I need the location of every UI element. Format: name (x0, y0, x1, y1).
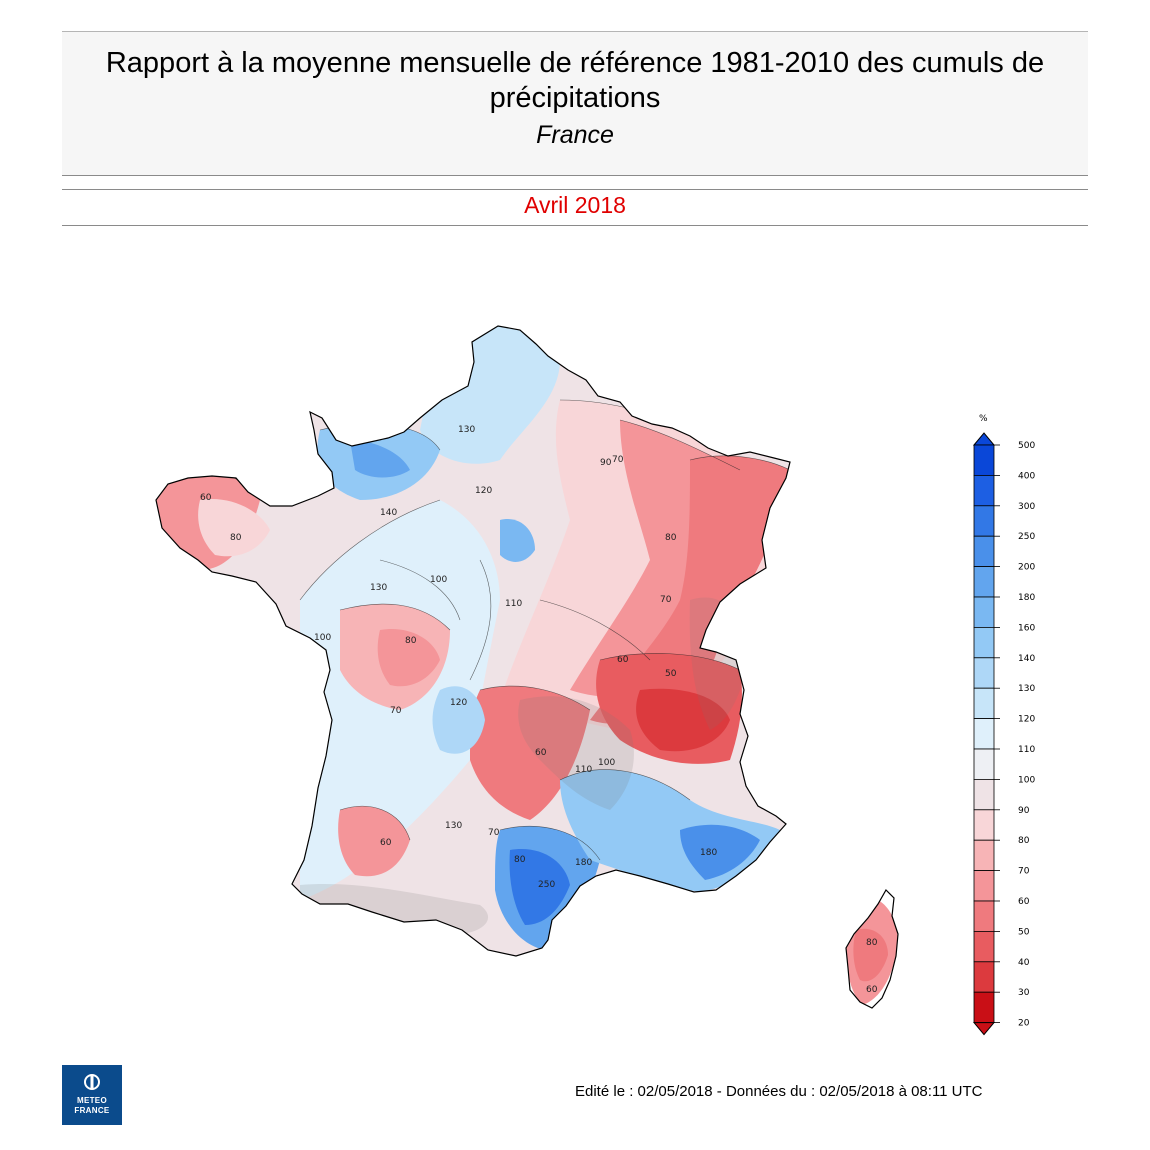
contour-label: 80 (514, 855, 526, 865)
title-panel: Rapport à la moyenne mensuelle de référe… (62, 31, 1088, 176)
contour-label: 110 (505, 599, 522, 609)
legend-unit: % (979, 414, 988, 424)
period-rule-bottom (62, 225, 1088, 226)
contour-label: 60 (380, 838, 392, 848)
legend-tick-label: 70 (1018, 867, 1030, 877)
contour-label: 70 (488, 828, 500, 838)
contour-label: 80 (230, 533, 242, 543)
legend-tick-label: 60 (1018, 897, 1030, 907)
legend-tick-label: 40 (1018, 958, 1030, 968)
legend-tick-label: 130 (1018, 684, 1035, 694)
contour-label: 100 (430, 575, 447, 585)
contour-label: 70 (390, 706, 402, 716)
contour-label: 130 (445, 821, 462, 831)
logo-emblem-icon (84, 1074, 100, 1090)
contour-label: 60 (617, 655, 629, 665)
legend-swatch (973, 566, 995, 598)
legend-swatch (973, 961, 995, 993)
legend-swatch (973, 839, 995, 872)
map-subtitle: France (536, 121, 614, 149)
legend-tick-label: 120 (1018, 715, 1035, 725)
contour-label: 180 (575, 858, 592, 868)
legend-top-arrow (972, 432, 996, 446)
contour-label: 250 (538, 880, 555, 890)
legend-tick-label: 140 (1018, 654, 1035, 664)
legend-tick-label: 110 (1018, 745, 1035, 755)
legend-swatch (973, 779, 995, 811)
legend-swatch (973, 748, 995, 780)
contour-label: 110 (575, 765, 592, 775)
contour-label: 60 (535, 748, 547, 758)
contour-label: 60 (200, 493, 212, 503)
contour-label: 60 (866, 985, 878, 995)
contour-label: 140 (380, 508, 397, 518)
legend-ticks: 500 400 300 250 200 180 160 140 130 120 110 100 90 80… (994, 441, 1035, 1029)
contour-label: 80 (405, 636, 417, 646)
legend-bottom-arrow (972, 1022, 996, 1036)
contour-label: 100 (314, 633, 331, 643)
legend-tick-label: 80 (1018, 836, 1030, 846)
contour-label: 130 (458, 425, 475, 435)
legend-swatch (973, 687, 995, 720)
contour-label: 80 (665, 533, 677, 543)
legend-swatch (973, 535, 995, 568)
legend-swatch (973, 809, 995, 841)
legend-swatch (973, 627, 995, 659)
legend-tick-label: 90 (1018, 806, 1030, 816)
legend-swatch (973, 931, 995, 963)
legend-swatch (973, 444, 995, 476)
legend-tick-label: 180 (1018, 593, 1035, 603)
contour-label: 70 (660, 595, 672, 605)
legend-swatch (973, 657, 995, 689)
period-rule-top (62, 189, 1088, 190)
period-label: Avril 2018 (524, 192, 626, 218)
contour-label: 80 (866, 938, 878, 948)
contour-label: 120 (450, 698, 467, 708)
logo-text-france: FRANCE (74, 1106, 110, 1115)
contour-label: 130 (370, 583, 387, 593)
legend-tick-label: 20 (1018, 1019, 1030, 1029)
legend-tick-label: 30 (1018, 988, 1030, 998)
legend-tick-label: 400 (1018, 471, 1035, 481)
contour-label: 50 (665, 669, 677, 679)
legend-tick-label: 200 (1018, 563, 1035, 573)
legend-tick-label: 300 (1018, 502, 1035, 512)
contour-labels: 60 80 130 140 120 100 110 90 70 80 70 60… (200, 425, 878, 995)
legend-swatch (973, 596, 995, 628)
legend-tick-label: 160 (1018, 623, 1035, 633)
legend-swatch (973, 991, 995, 1024)
contour-label: 120 (475, 486, 492, 496)
contour-label: 90 (600, 458, 612, 468)
contour-label: 180 (700, 848, 717, 858)
legend-tick-label: 50 (1018, 927, 1030, 937)
map-title: Rapport à la moyenne mensuelle de référe… (105, 47, 1045, 114)
legend-swatch (973, 505, 995, 537)
contour-label: 100 (598, 758, 615, 768)
meteo-france-logo: METEO FRANCE (62, 1065, 122, 1125)
legend-swatch (973, 718, 995, 750)
legend-tick-label: 100 (1018, 775, 1035, 785)
legend-tick-label: 500 (1018, 441, 1035, 451)
legend-scale (972, 432, 996, 1036)
legend-swatch (973, 870, 995, 902)
legend-tick-label: 250 (1018, 532, 1035, 542)
edit-date-note: Edité le : 02/05/2018 - Données du : 02/… (575, 1083, 983, 1100)
contour-label: 70 (612, 455, 624, 465)
logo-text-meteo: METEO (77, 1096, 107, 1105)
legend-swatch (973, 900, 995, 932)
legend-swatch (973, 474, 995, 507)
